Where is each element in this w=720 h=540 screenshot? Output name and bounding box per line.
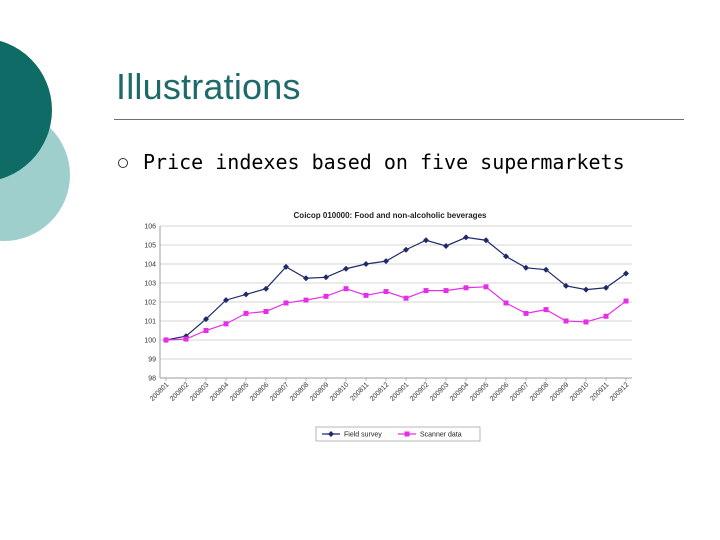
- data-point-scanner-data: [223, 321, 229, 327]
- x-tick-label: 200911: [589, 381, 610, 402]
- y-tick-label: 105: [144, 243, 156, 250]
- x-tick-label: 200808: [289, 381, 311, 403]
- x-tick-label: 200807: [269, 381, 291, 403]
- x-tick-label: 200802: [169, 381, 191, 403]
- data-point-scanner-data: [463, 285, 469, 291]
- data-point-field-survey: [303, 275, 309, 282]
- chart-gridlines: [160, 225, 632, 379]
- data-point-scanner-data: [243, 310, 249, 316]
- data-point-field-survey: [383, 258, 389, 265]
- data-point-scanner-data: [483, 284, 489, 290]
- data-point-field-survey: [563, 282, 569, 289]
- legend-label: Scanner data: [420, 432, 462, 439]
- x-tick-label: 200906: [489, 381, 511, 403]
- data-point-scanner-data: [363, 292, 369, 298]
- data-point-scanner-data: [503, 300, 509, 306]
- x-tick-label: 200908: [529, 381, 551, 403]
- hollow-circle-bullet-icon: [118, 158, 128, 168]
- data-point-scanner-data: [603, 313, 609, 319]
- legend-diamond-marker: [328, 431, 334, 437]
- x-tick-label: 200901: [389, 381, 411, 403]
- x-tick-label: 200801: [149, 381, 171, 403]
- data-point-field-survey: [623, 270, 629, 277]
- x-tick-label: 200810: [329, 381, 351, 403]
- x-tick-label: 200907: [509, 381, 531, 403]
- y-tick-label: 101: [144, 319, 156, 326]
- data-point-field-survey: [503, 253, 509, 260]
- data-point-field-survey: [523, 264, 529, 271]
- x-tick-label: 200811: [349, 381, 370, 402]
- y-tick-label: 98: [148, 376, 156, 383]
- y-tick-label: 103: [144, 281, 156, 288]
- x-tick-label: 200809: [309, 381, 331, 403]
- chart-series: [163, 234, 629, 343]
- x-tick-label: 200912: [609, 381, 631, 403]
- legend-square-marker: [404, 431, 410, 437]
- data-point-scanner-data: [583, 319, 589, 325]
- series-line-field-survey: [165, 236, 627, 341]
- y-tick-label: 104: [144, 262, 156, 269]
- data-point-field-survey: [263, 285, 269, 292]
- title-divider: [114, 119, 684, 120]
- data-point-scanner-data: [523, 310, 529, 316]
- data-point-scanner-data: [403, 295, 409, 301]
- decorative-circles: [0, 40, 70, 241]
- data-point-field-survey: [183, 333, 189, 340]
- chart-title: Coicop 010000: Food and non-alcoholic be…: [294, 211, 487, 220]
- y-tick-label: 102: [144, 300, 156, 307]
- x-tick-label: 200803: [189, 381, 211, 403]
- x-tick-label: 200806: [249, 381, 271, 403]
- y-tick-label: 106: [144, 224, 156, 231]
- bullet-text: Price indexes based on five supermarkets: [143, 150, 625, 174]
- data-point-scanner-data: [443, 288, 449, 294]
- chart-axes: 9899100101102103104105106200801200802200…: [144, 224, 632, 403]
- data-point-scanner-data: [303, 297, 309, 303]
- data-point-scanner-data: [183, 336, 189, 342]
- data-point-scanner-data: [263, 309, 269, 314]
- data-point-scanner-data: [383, 289, 389, 295]
- x-tick-label: 200904: [449, 381, 471, 403]
- chart-legend: Field survey Scanner data: [315, 426, 481, 442]
- bullet-item: Price indexes based on five supermarkets: [118, 150, 625, 174]
- price-index-chart: Coicop 010000: Food and non-alcoholic be…: [144, 211, 632, 442]
- series-line-scanner-data: [165, 286, 627, 341]
- data-point-field-survey: [423, 237, 429, 244]
- data-point-scanner-data: [623, 298, 629, 304]
- data-point-scanner-data: [283, 300, 289, 306]
- slide-title: Illustrations: [116, 66, 301, 107]
- x-tick-label: 200804: [209, 381, 231, 403]
- data-point-field-survey: [363, 261, 369, 267]
- y-tick-label: 100: [144, 338, 156, 345]
- data-point-scanner-data: [543, 307, 549, 313]
- data-point-scanner-data: [563, 318, 569, 324]
- x-tick-label: 200903: [429, 381, 451, 403]
- legend-label: Field survey: [344, 432, 382, 439]
- data-point-field-survey: [343, 265, 349, 272]
- data-point-field-survey: [283, 263, 289, 270]
- data-point-scanner-data: [203, 328, 209, 333]
- data-point-scanner-data: [323, 293, 329, 299]
- data-point-scanner-data: [343, 286, 349, 292]
- data-point-field-survey: [203, 316, 209, 323]
- data-point-field-survey: [223, 297, 229, 304]
- x-tick-label: 200905: [469, 381, 491, 403]
- data-point-field-survey: [583, 286, 589, 293]
- data-point-field-survey: [443, 242, 449, 249]
- x-tick-label: 200812: [369, 381, 391, 403]
- x-tick-label: 200805: [229, 381, 251, 403]
- x-tick-label: 200902: [409, 381, 431, 403]
- dark-teal-circle: [0, 40, 52, 180]
- data-point-field-survey: [323, 274, 329, 281]
- x-tick-label: 200909: [549, 381, 571, 403]
- data-point-field-survey: [403, 246, 409, 253]
- data-point-field-survey: [463, 234, 469, 241]
- x-tick-label: 200910: [569, 381, 591, 403]
- data-point-field-survey: [243, 291, 249, 298]
- data-point-field-survey: [483, 237, 489, 244]
- data-point-field-survey: [543, 266, 549, 273]
- data-point-scanner-data: [163, 337, 169, 343]
- data-point-field-survey: [603, 284, 609, 291]
- y-tick-label: 99: [148, 357, 156, 364]
- data-point-scanner-data: [423, 288, 429, 294]
